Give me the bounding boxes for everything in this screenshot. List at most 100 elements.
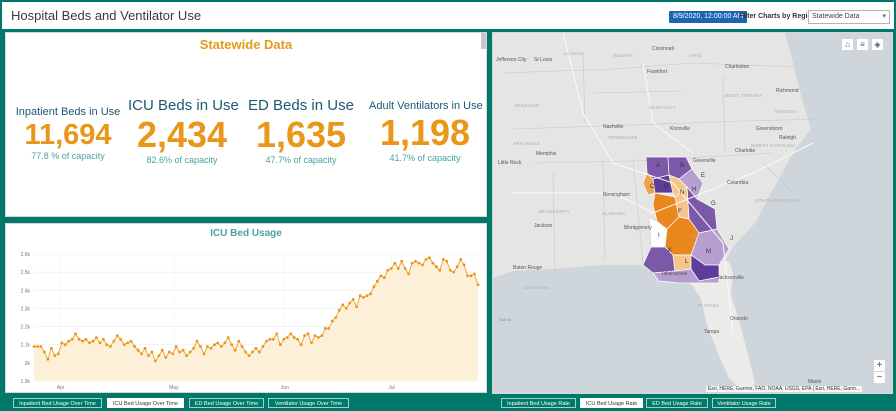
tab-ed-rate[interactable]: ED Bed Usage Rate bbox=[646, 398, 708, 408]
city-label: Charleston bbox=[725, 64, 750, 70]
basemap[interactable]: Gulf of bbox=[493, 33, 893, 394]
tab-ventilator-rate[interactable]: Ventilator Usage Rate bbox=[712, 398, 776, 408]
city-label: Greensboro bbox=[756, 126, 783, 132]
data-point bbox=[39, 345, 43, 348]
data-point bbox=[379, 274, 383, 278]
data-point bbox=[431, 261, 435, 265]
stat-vent-value: 1,198 bbox=[379, 112, 471, 153]
data-point bbox=[237, 339, 241, 343]
city-label: Richmond bbox=[776, 88, 799, 94]
data-point bbox=[143, 346, 147, 350]
y-tick-label: 2.3k bbox=[21, 306, 31, 312]
date-badge: 8/9/2020, 12:00:00 AM bbox=[669, 11, 748, 23]
data-point bbox=[181, 348, 185, 352]
data-point bbox=[150, 350, 154, 354]
data-point bbox=[369, 292, 372, 296]
stat-ed-sub: 47.7% of capacity bbox=[265, 155, 337, 165]
region-letter-label: C bbox=[650, 184, 655, 190]
data-point bbox=[185, 354, 189, 357]
data-point bbox=[389, 267, 393, 270]
zoom-out-button[interactable]: − bbox=[874, 372, 885, 383]
zoom-in-button[interactable]: + bbox=[874, 360, 885, 371]
data-point bbox=[160, 348, 164, 352]
city-label: Nashville bbox=[603, 124, 624, 130]
data-point bbox=[119, 337, 123, 341]
data-point bbox=[199, 345, 202, 348]
data-point bbox=[247, 354, 251, 357]
data-point bbox=[178, 350, 182, 354]
region-c[interactable] bbox=[642, 172, 656, 196]
data-point bbox=[195, 339, 199, 343]
data-point bbox=[421, 263, 424, 267]
tab-icu-rate[interactable]: ICU Bed Usage Rate bbox=[580, 398, 643, 408]
data-point bbox=[348, 301, 352, 305]
layers-icon[interactable]: ◈ bbox=[872, 39, 883, 50]
stat-inpatient: Inpatient Beds in Use 11,694 77.8 % of c… bbox=[10, 106, 126, 161]
data-point bbox=[469, 274, 473, 278]
data-point bbox=[275, 332, 279, 336]
data-point bbox=[244, 350, 248, 354]
city-label: Memphis bbox=[536, 151, 557, 157]
city-label: Little Rock bbox=[498, 160, 522, 166]
data-point bbox=[46, 357, 50, 361]
region-letter-label: F bbox=[678, 209, 682, 215]
map-attribution: Esri, HERE, Garmin, FAO, NOAA, USGS, EPA… bbox=[706, 386, 863, 392]
chart-title: ICU Bed Usage bbox=[210, 228, 282, 239]
data-point bbox=[417, 261, 421, 265]
data-point bbox=[271, 337, 275, 341]
region-select[interactable]: Statewide Data ▾ bbox=[808, 10, 890, 24]
data-point bbox=[362, 296, 365, 299]
data-point bbox=[382, 276, 386, 279]
x-tick-label: May bbox=[169, 385, 179, 391]
data-point bbox=[233, 348, 237, 352]
state-label: FLORIDA bbox=[698, 303, 720, 308]
florida-land bbox=[643, 261, 755, 393]
data-point bbox=[473, 272, 476, 276]
data-point bbox=[310, 341, 313, 345]
georgia-regions[interactable] bbox=[642, 156, 730, 284]
city-label: Montgomery bbox=[624, 225, 652, 231]
data-point bbox=[341, 303, 345, 307]
data-point bbox=[98, 341, 102, 345]
data-point bbox=[84, 337, 88, 341]
data-point bbox=[407, 272, 410, 276]
data-point bbox=[157, 354, 161, 357]
x-tick-label: Jul bbox=[388, 385, 394, 391]
roads bbox=[513, 33, 814, 334]
y-tick-label: 2k bbox=[25, 361, 31, 367]
state-label: NORTH CAROLINA bbox=[751, 143, 796, 148]
data-point bbox=[351, 298, 355, 301]
data-point bbox=[448, 268, 452, 272]
map-panel[interactable]: Gulf of Cincinnati Frankfort Charleston Jef… bbox=[492, 32, 893, 394]
tab-icu-over-time[interactable]: ICU Bed Usage Over Time bbox=[107, 398, 184, 408]
list-icon[interactable]: ≡ bbox=[857, 39, 868, 50]
data-point bbox=[226, 336, 230, 339]
stats-title: Statewide Data bbox=[199, 37, 293, 52]
state-label: SOUTH CAROLINA bbox=[755, 198, 800, 203]
ocean-east bbox=[719, 33, 892, 393]
series-area bbox=[34, 257, 478, 381]
data-point bbox=[292, 336, 296, 339]
region-e[interactable] bbox=[678, 168, 704, 200]
city-label: Orlando bbox=[730, 316, 748, 322]
data-point bbox=[115, 334, 119, 337]
data-point bbox=[74, 332, 77, 336]
state-label: WEST VIRGINIA bbox=[725, 93, 763, 98]
scrollbar-thumb[interactable] bbox=[481, 33, 486, 49]
y-tick-label: 2.5k bbox=[21, 270, 31, 276]
data-point bbox=[438, 268, 442, 272]
gulf-of-mexico bbox=[493, 265, 743, 393]
data-point bbox=[167, 350, 171, 354]
region-south[interactable] bbox=[652, 268, 720, 284]
tab-ventilator-over-time[interactable]: Ventilator Usage Over Time bbox=[268, 398, 349, 408]
tab-inpatient-over-time[interactable]: Inpatient Bed Usage Over Time bbox=[13, 398, 102, 408]
data-point bbox=[410, 261, 414, 265]
tab-ed-over-time[interactable]: ED Bed Usage Over Time bbox=[189, 398, 264, 408]
data-point bbox=[365, 294, 369, 298]
state-label: MISSOURI bbox=[515, 103, 540, 108]
tab-inpatient-rate[interactable]: Inpatient Bed Usage Rate bbox=[501, 398, 576, 408]
stat-inpatient-sub: 77.8 % of capacity bbox=[31, 151, 105, 161]
data-point bbox=[56, 352, 60, 356]
data-point bbox=[88, 341, 91, 345]
home-icon[interactable]: ⌂ bbox=[842, 39, 853, 50]
